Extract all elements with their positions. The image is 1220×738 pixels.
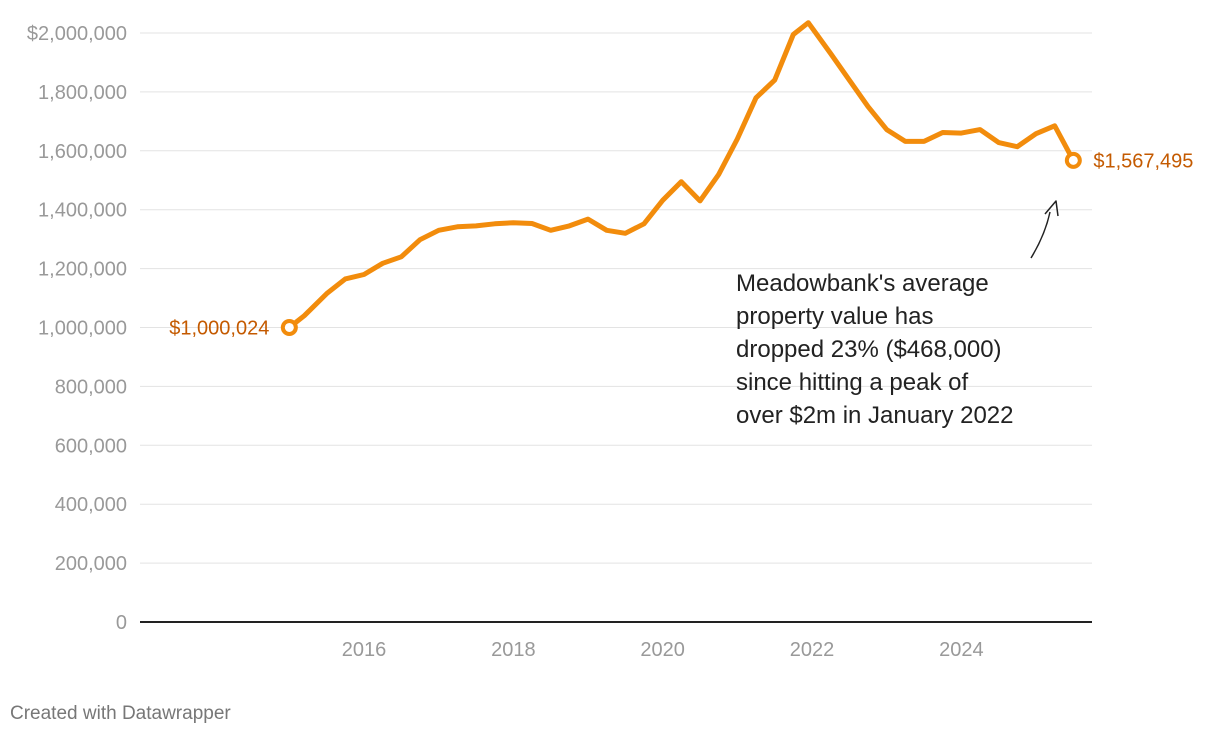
y-tick-label: 0 — [116, 612, 127, 634]
end-point-marker — [1064, 151, 1082, 169]
annotation-line-1: Meadowbank's average — [736, 270, 989, 297]
annotation: Meadowbank's average property value has … — [736, 200, 1059, 429]
annotation-arrow — [1030, 211, 1051, 259]
y-tick-label: 400,000 — [55, 494, 127, 516]
annotation-line-3: dropped 23% ($468,000) — [736, 336, 1002, 363]
gridlines — [140, 32, 1092, 564]
y-tick-label: 200,000 — [55, 553, 127, 575]
y-tick-label: 1,600,000 — [38, 141, 127, 163]
y-tick-label: 1,800,000 — [38, 82, 127, 104]
x-axis-ticks: 2016 2018 2020 2022 2024 — [342, 639, 984, 661]
x-tick-label: 2020 — [640, 639, 685, 661]
y-tick-label: 600,000 — [55, 435, 127, 457]
y-axis-ticks: 0 200,000 400,000 600,000 800,000 1,000,000 1,… — [27, 23, 127, 634]
start-point-marker — [280, 318, 298, 336]
annotation-line-2: property value has — [736, 303, 933, 330]
x-tick-label: 2024 — [939, 639, 984, 661]
end-value-label: $1,567,495 — [1093, 150, 1193, 172]
datawrapper-credit: Created with Datawrapper — [10, 703, 231, 724]
x-tick-label: 2018 — [491, 639, 536, 661]
y-tick-label: 1,400,000 — [38, 200, 127, 222]
annotation-arrowhead — [1044, 200, 1059, 217]
annotation-line-5: over $2m in January 2022 — [736, 402, 1014, 429]
start-value-label: $1,000,024 — [169, 317, 269, 339]
x-tick-label: 2022 — [790, 639, 835, 661]
y-tick-label: 800,000 — [55, 376, 127, 398]
y-tick-label: 1,000,000 — [38, 318, 127, 340]
annotation-line-4: since hitting a peak of — [736, 369, 968, 396]
y-tick-label: 1,200,000 — [38, 259, 127, 281]
series-line — [286, 20, 1076, 330]
y-tick-label: $2,000,000 — [27, 23, 127, 45]
x-tick-label: 2016 — [342, 639, 387, 661]
